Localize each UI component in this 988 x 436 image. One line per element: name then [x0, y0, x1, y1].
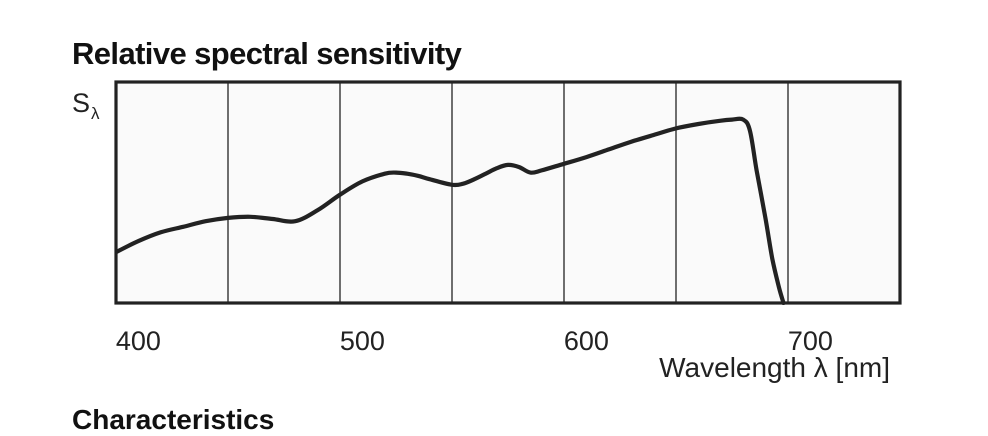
x-tick-label-600: 600	[564, 326, 609, 356]
x-axis-label: Wavelength λ [nm]	[659, 352, 890, 383]
y-axis-label-main: S	[72, 88, 91, 118]
plot-frame	[114, 80, 902, 305]
x-tick-label-700: 700	[788, 326, 833, 356]
spectral-sensitivity-figure: Relative spectral sensitivity Sλ 400 500 6…	[72, 36, 902, 435]
plot-area: 400 500 600 700	[114, 80, 902, 356]
y-axis-label-subscript: λ	[91, 104, 100, 123]
next-section-heading: Characteristics	[72, 404, 275, 435]
series-line-0	[116, 116, 786, 305]
x-tick-label-500: 500	[340, 326, 385, 356]
x-tick-label-400: 400	[116, 326, 161, 356]
plot-background	[116, 82, 900, 303]
chart-title: Relative spectral sensitivity	[72, 36, 462, 71]
y-axis-label: Sλ	[72, 88, 100, 123]
